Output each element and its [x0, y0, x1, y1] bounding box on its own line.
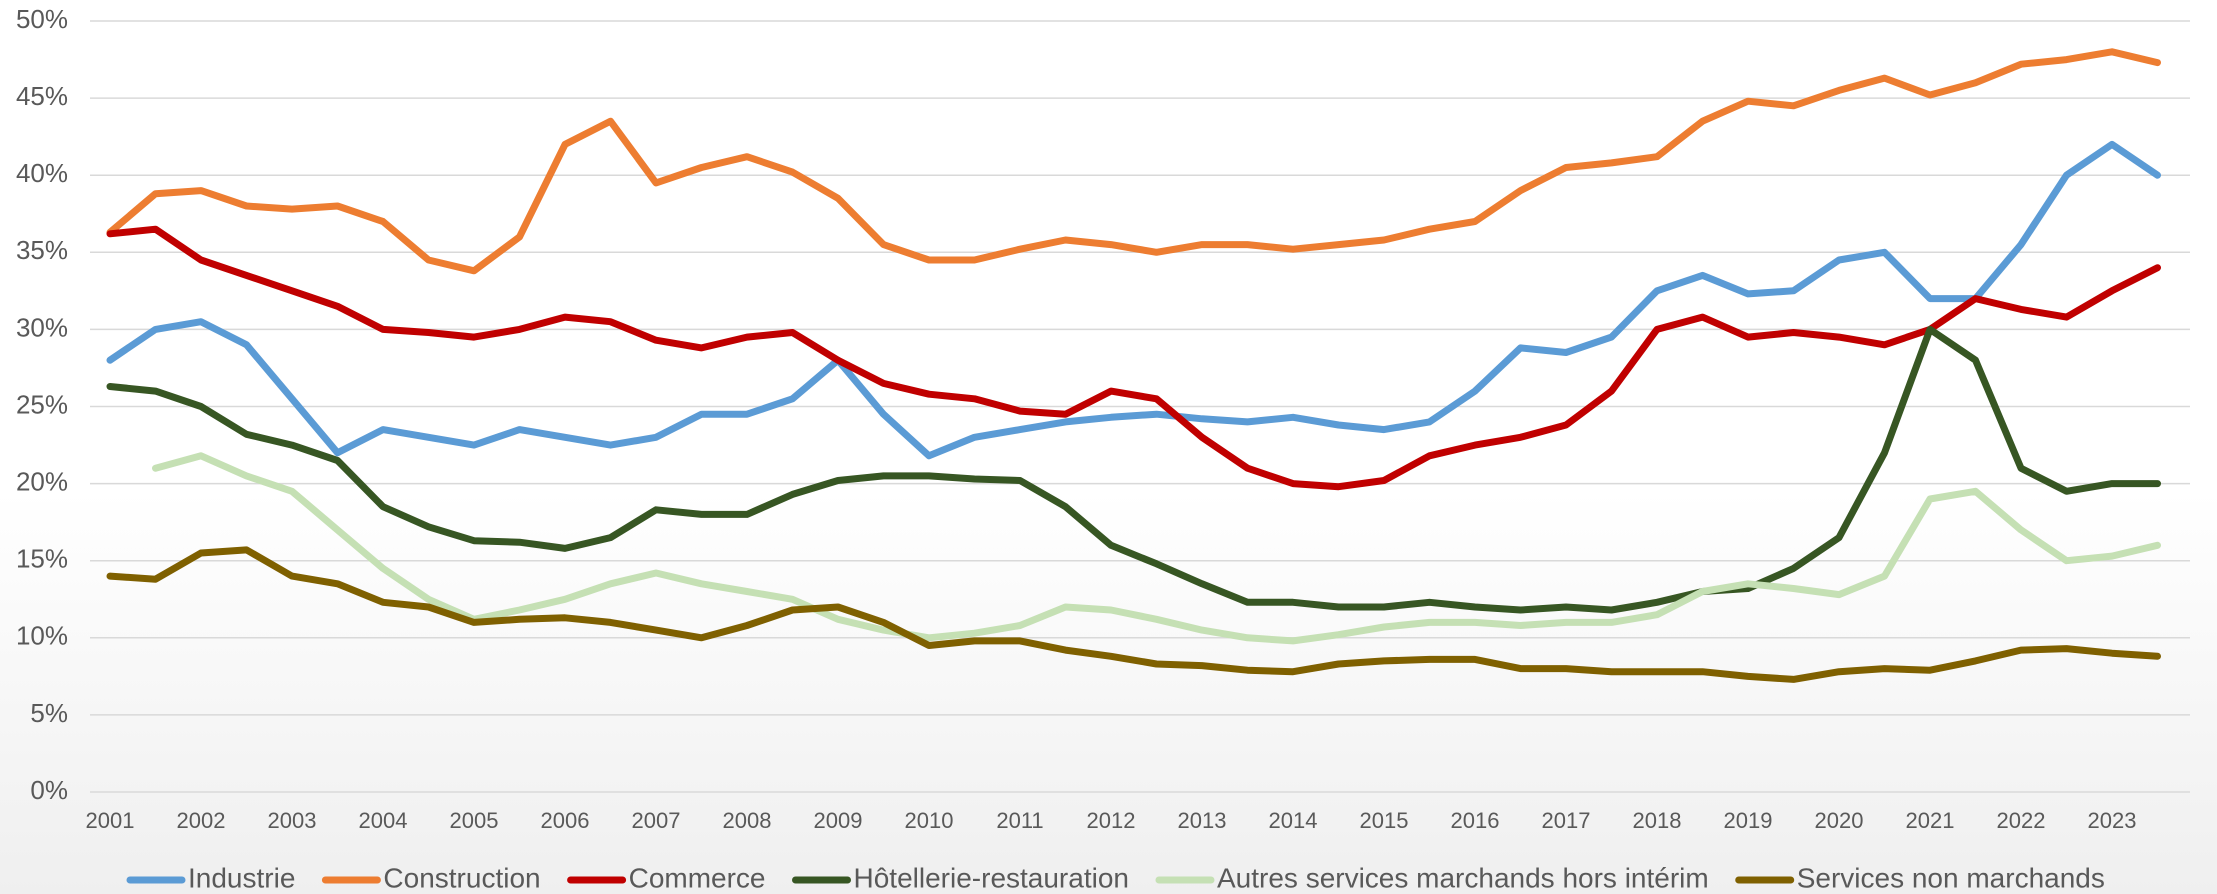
x-tick-label: 2006	[541, 808, 590, 833]
y-tick-label: 0%	[30, 775, 68, 805]
x-tick-label: 2003	[268, 808, 317, 833]
y-tick-label: 40%	[16, 158, 68, 188]
y-tick-label: 5%	[30, 698, 68, 728]
y-tick-label: 25%	[16, 389, 68, 419]
y-tick-label: 30%	[16, 312, 68, 342]
series-line	[152, 452, 2161, 645]
y-tick-label: 45%	[16, 81, 68, 111]
x-tick-label: 2017	[1542, 808, 1591, 833]
legend-label: Autres services marchands hors intérim	[1217, 862, 1709, 893]
x-tick-label: 2001	[86, 808, 135, 833]
x-tick-label: 2011	[996, 808, 1043, 833]
x-tick-label: 2005	[450, 808, 499, 833]
legend-label: Hôtellerie-restauration	[854, 862, 1129, 893]
series-line	[106, 48, 2161, 275]
x-tick-label: 2022	[1997, 808, 2046, 833]
y-tick-label: 35%	[16, 235, 68, 265]
x-tick-label: 2004	[359, 808, 408, 833]
y-tick-label: 20%	[16, 466, 68, 496]
y-tick-label: 15%	[16, 544, 68, 574]
x-tick-label: 2012	[1087, 808, 1136, 833]
x-tick-label: 2023	[2088, 808, 2137, 833]
x-tick-label: 2013	[1178, 808, 1227, 833]
x-tick-label: 2010	[905, 808, 954, 833]
legend-label: Construction	[383, 862, 540, 893]
y-tick-label: 10%	[16, 621, 68, 651]
x-tick-label: 2014	[1269, 808, 1318, 833]
x-tick-label: 2002	[177, 808, 226, 833]
series-line	[106, 140, 2161, 460]
x-tick-label: 2015	[1360, 808, 1409, 833]
x-tick-label: 2021	[1906, 808, 1955, 833]
series-line	[106, 325, 2161, 614]
x-tick-label: 2009	[814, 808, 863, 833]
x-tick-label: 2018	[1633, 808, 1682, 833]
x-tick-label: 2016	[1451, 808, 1500, 833]
legend-label: Industrie	[188, 862, 295, 893]
x-tick-label: 2008	[723, 808, 772, 833]
legend-label: Services non marchands	[1797, 862, 2105, 893]
x-tick-label: 2019	[1724, 808, 1773, 833]
series-line	[106, 546, 2161, 683]
series-line	[106, 225, 2161, 491]
legend-label: Commerce	[629, 862, 766, 893]
y-tick-label: 50%	[16, 4, 68, 34]
x-tick-label: 2020	[1815, 808, 1864, 833]
x-tick-label: 2007	[632, 808, 681, 833]
